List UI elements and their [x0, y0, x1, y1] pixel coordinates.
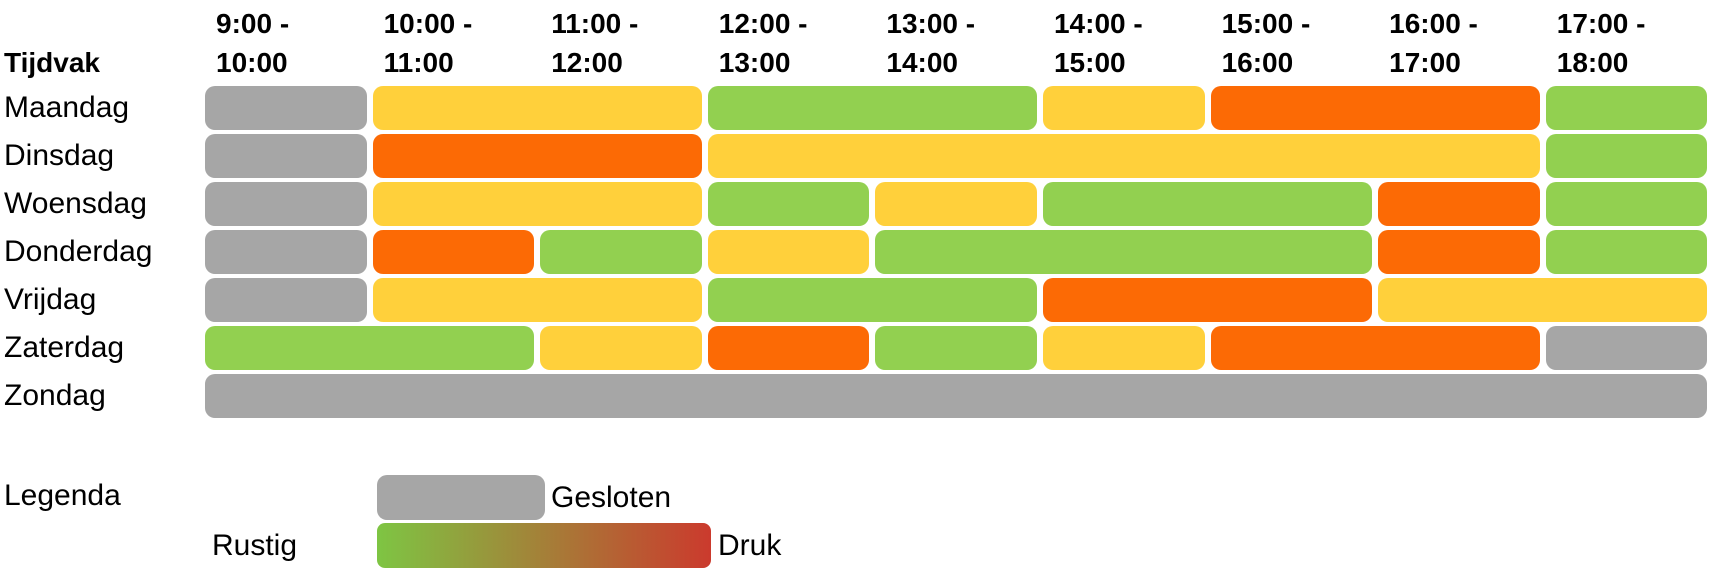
column-header: 15:00 -16:00 [1221, 8, 1311, 78]
timeslot-segment-gesloten [205, 134, 367, 178]
timeslot-segment-gesloten [205, 86, 367, 130]
day-label: Donderdag [4, 235, 153, 268]
timeslot-segment-rustig [1545, 182, 1708, 226]
schedule-row: Maandag [0, 86, 1718, 130]
legend-closed-label: Gesloten [551, 481, 672, 514]
timeslot-segment-druk [1210, 86, 1540, 130]
timeslot-segment-rustig [707, 86, 1037, 130]
timeslot-segment-rustig [1545, 230, 1708, 274]
timeslot-segment-matig [707, 230, 870, 274]
column-header: 11:00 -12:00 [551, 8, 639, 78]
timeslot-segment-druk [372, 230, 535, 274]
timeslot-segment-gesloten [1545, 326, 1708, 370]
header-row: Tijdvak 9:00 -10:00 10:00 -11:00 11:00 -12… [0, 0, 1718, 82]
legend-busy-label: Druk [718, 529, 782, 562]
day-label: Zaterdag [4, 331, 125, 364]
timeslot-segment-matig [1042, 326, 1205, 370]
column-header: 12:00 -13:00 [718, 8, 808, 78]
day-label: Woensdag [4, 187, 147, 220]
timeslot-segment-rustig [1042, 182, 1373, 226]
schedule-row: Zondag [0, 374, 1718, 418]
timeslot-segment-matig [875, 182, 1037, 226]
timeslot-segment-druk [372, 134, 702, 178]
legend: Legenda Gesloten Rustig Druk [0, 440, 1718, 576]
legend-busy-gradient-bar [377, 523, 711, 568]
day-label: Zondag [4, 379, 106, 412]
timeslot-segment-gesloten [205, 374, 1708, 418]
timeslot-segment-matig [1378, 278, 1708, 322]
timeslot-segment-rustig [707, 182, 870, 226]
schedule-row: Donderdag [0, 230, 1718, 274]
timeslot-segment-matig [372, 278, 702, 322]
timeslot-segment-rustig [1545, 86, 1708, 130]
timeslot-segment-druk [1210, 326, 1540, 370]
schedule-row: Vrijdag [0, 278, 1718, 322]
schedule-row: Dinsdag [0, 134, 1718, 178]
column-header: 13:00 -14:00 [886, 8, 976, 78]
column-header: 14:00 -15:00 [1053, 8, 1143, 78]
row-axis-title: Tijdvak [4, 47, 100, 78]
timeslot-segment-rustig [540, 230, 702, 274]
timeslot-segment-rustig [875, 326, 1037, 370]
timeslot-segment-matig [372, 182, 702, 226]
timeslot-segment-gesloten [205, 230, 367, 274]
timeslot-segment-rustig [875, 230, 1373, 274]
timeslot-segment-matig [540, 326, 702, 370]
day-label: Maandag [4, 91, 130, 124]
timeslot-segment-gesloten [205, 182, 367, 226]
legend-closed-swatch [377, 475, 545, 520]
day-label: Dinsdag [4, 139, 115, 172]
column-header: 17:00 -18:00 [1556, 8, 1646, 78]
timeslot-segment-rustig [707, 278, 1037, 322]
legend-quiet-label: Rustig [212, 529, 298, 562]
timeslot-segment-druk [1378, 230, 1540, 274]
timeslot-segment-druk [707, 326, 870, 370]
schedule-row: Zaterdag [0, 326, 1718, 370]
timeslot-segment-gesloten [205, 278, 367, 322]
schedule-body: Maandag Dinsdag Woensdag Donderdag Vrijdag Za… [0, 86, 1718, 418]
timeslot-segment-matig [1042, 86, 1205, 130]
column-header: 16:00 -17:00 [1389, 8, 1478, 78]
timeslot-segment-rustig [205, 326, 535, 370]
column-header: 10:00 -11:00 [383, 8, 473, 78]
legend-title: Legenda [4, 479, 121, 512]
schedule-row: Woensdag [0, 182, 1718, 226]
timeslot-segment-matig [372, 86, 702, 130]
timeslot-segment-druk [1378, 182, 1540, 226]
timeslot-segment-matig [707, 134, 1540, 178]
timeslot-segment-druk [1042, 278, 1373, 322]
column-header: 9:00 -10:00 [216, 8, 290, 78]
timeslot-segment-rustig [1545, 134, 1708, 178]
day-label: Vrijdag [4, 283, 97, 316]
